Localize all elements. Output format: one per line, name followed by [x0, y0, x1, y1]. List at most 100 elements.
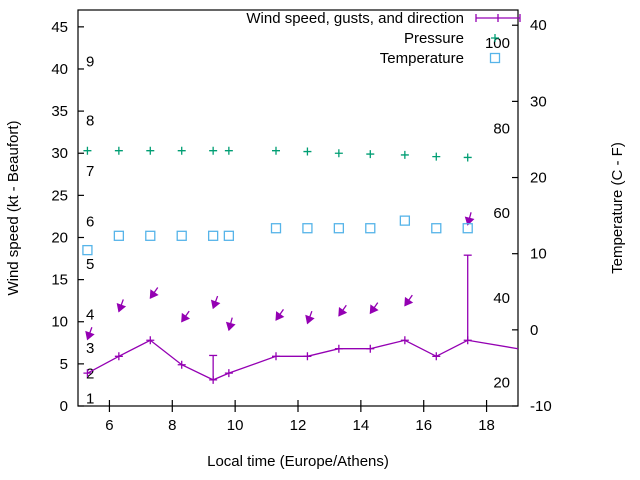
beaufort-label-7: 7	[86, 163, 94, 180]
x-tick-label-6: 18	[478, 417, 495, 434]
marker-square	[270, 223, 282, 234]
marker-square	[431, 223, 442, 234]
marker-plus	[432, 352, 441, 361]
marker-square	[489, 52, 501, 64]
wind-arrow-head-6	[275, 311, 285, 321]
fahrenheit-label-100: 100	[485, 35, 510, 52]
marker-plus	[491, 34, 499, 42]
marker-plus	[114, 352, 123, 361]
y-tick-label-9: 45	[51, 19, 68, 36]
marker-plus	[400, 150, 409, 159]
legend-label-0: Wind speed, gusts, and direction	[246, 10, 464, 27]
x-axis-title: Local time (Europe/Athens)	[207, 453, 389, 470]
marker-square	[82, 244, 93, 256]
beaufort-label-6: 6	[86, 214, 94, 231]
y-tick-label-5: 25	[51, 187, 68, 204]
legend-label-2: Temperature	[380, 50, 464, 67]
marker-square	[333, 223, 345, 234]
marker-plus	[334, 149, 343, 158]
y-tick-label-6: 30	[51, 145, 68, 162]
marker-plus	[224, 369, 233, 378]
wind-arrow-head-5	[225, 321, 236, 332]
marker-plus	[177, 146, 186, 155]
legend-marker-1	[491, 34, 499, 42]
beaufort-label-8: 8	[86, 113, 94, 130]
y-tick-label-0: 0	[60, 398, 68, 415]
beaufort-label-9: 9	[86, 54, 94, 71]
wind-arrow-head-9	[369, 304, 379, 315]
wind-arrow-head-2	[149, 289, 159, 299]
x-tick-label-1: 8	[168, 417, 176, 434]
beaufort-label-2: 2	[86, 365, 94, 382]
y2-tick-label-4: 30	[530, 93, 547, 110]
x-tick-label-3: 12	[290, 417, 307, 434]
marker-square	[462, 223, 473, 234]
y-tick-label-3: 15	[51, 272, 68, 289]
marker-square	[302, 223, 313, 234]
marker-plus	[224, 146, 233, 155]
y2-tick-label-5: 40	[530, 17, 547, 34]
marker-plus	[83, 146, 92, 155]
marker-plus	[177, 360, 186, 369]
wind-arrow-head-3	[181, 312, 191, 323]
marker-plus	[303, 352, 312, 361]
y-tick-label-7: 35	[51, 103, 68, 120]
marker-plus	[366, 150, 375, 159]
marker-square	[223, 230, 235, 241]
marker-plus	[303, 147, 312, 156]
marker-plus	[366, 344, 375, 353]
y-tick-label-1: 5	[60, 356, 68, 373]
marker-plus	[432, 152, 441, 161]
legend-marker-0	[475, 14, 521, 22]
series-pressure	[83, 146, 472, 162]
marker-plus	[272, 352, 280, 361]
wind-arrow-head-8	[338, 306, 348, 317]
y-axis-title: Wind speed (kt - Beaufort)	[5, 120, 22, 295]
wind-arrow-head-7	[305, 314, 315, 325]
beaufort-label-4: 4	[86, 306, 94, 323]
legend-marker-2	[489, 52, 501, 64]
marker-plus	[146, 336, 155, 345]
wind-arrow-head-4	[210, 299, 221, 310]
beaufort-label-1: 1	[86, 391, 94, 408]
fahrenheit-label-20: 20	[493, 375, 510, 392]
wind-line	[87, 339, 519, 381]
y2-tick-label-0: -10	[530, 398, 552, 415]
marker-square	[113, 230, 125, 241]
marker-square	[365, 223, 376, 234]
y-tick-label-4: 20	[51, 229, 68, 246]
y-tick-label-2: 10	[51, 314, 68, 331]
marker-square	[145, 230, 156, 241]
marker-plus	[463, 153, 472, 162]
marker-plus	[114, 146, 123, 155]
fahrenheit-label-60: 60	[493, 205, 510, 222]
y-tick-label-8: 40	[51, 61, 68, 78]
beaufort-label-3: 3	[86, 340, 94, 357]
wind-arrow-head-0	[85, 330, 95, 341]
beaufort-label-5: 5	[86, 256, 94, 273]
series-wind	[83, 212, 519, 384]
y2-axis-title: Temperature (C - F)	[609, 142, 626, 274]
wind-arrow-head-1	[116, 303, 127, 313]
series-temperature	[82, 215, 473, 256]
y2-tick-label-3: 20	[530, 170, 547, 187]
x-tick-label-4: 14	[353, 417, 370, 434]
x-tick-label-5: 16	[415, 417, 432, 434]
marker-plus	[83, 369, 92, 378]
marker-square	[207, 230, 219, 241]
marker-plus	[272, 146, 280, 155]
legend-label-1: Pressure	[404, 30, 464, 47]
marker-square	[399, 215, 411, 226]
fahrenheit-label-40: 40	[493, 290, 510, 307]
marker-plus	[400, 336, 409, 345]
wind-arrow-head-10	[404, 296, 414, 307]
plot-frame	[77, 9, 519, 407]
wind-arrow-head-11	[464, 216, 475, 226]
marker-plus	[209, 146, 218, 155]
y2-tick-label-1: 0	[530, 322, 538, 339]
x-tick-label-0: 6	[105, 417, 113, 434]
marker-square	[176, 230, 187, 241]
marker-plus	[334, 344, 343, 353]
fahrenheit-label-80: 80	[493, 120, 510, 137]
